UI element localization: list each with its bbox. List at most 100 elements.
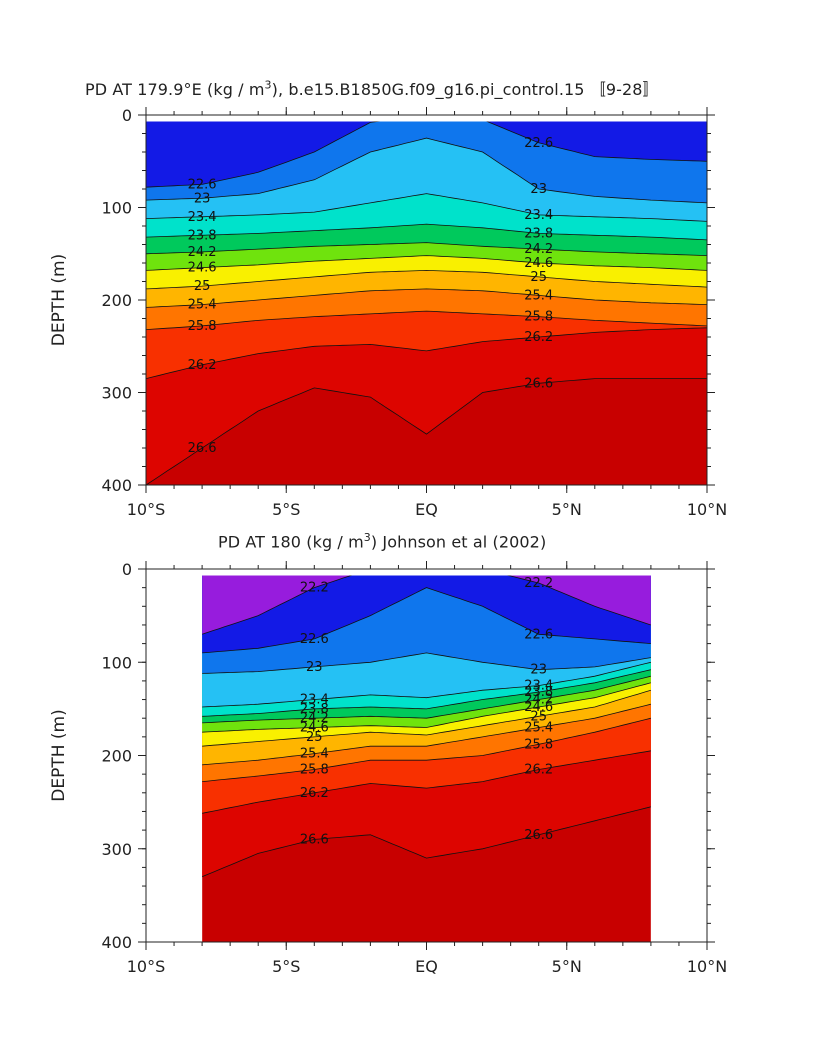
contour-label: 23: [530, 182, 547, 197]
x-tick-label: 5°S: [272, 500, 300, 519]
contour-label: 23: [194, 191, 211, 206]
contour-label: 25: [530, 709, 547, 724]
y-axis-label: DEPTH (m): [49, 254, 69, 346]
contour-line: [202, 806, 651, 878]
x-tick-label: 5°S: [272, 957, 300, 976]
contour-line: [146, 378, 707, 485]
contour-label: 26.6: [524, 376, 553, 391]
contour-label: 25: [530, 270, 547, 285]
x-tick-label: 10°S: [127, 957, 166, 976]
contour-label: 22.6: [300, 632, 329, 647]
contour-label: 25.8: [300, 763, 329, 778]
contour-line: [146, 288, 707, 308]
contour-label: 23.8: [524, 226, 553, 241]
contour-label: 25.4: [300, 747, 329, 762]
contour-line: [202, 669, 651, 717]
contour-label: 23.4: [300, 693, 329, 708]
contour-line: [146, 242, 707, 256]
contour-line: [202, 675, 651, 724]
contour-label: 25.8: [524, 737, 553, 752]
contour-label: 24.6: [300, 721, 329, 736]
y-axis-label: DEPTH (m): [49, 709, 69, 801]
contour-label: 26.2: [524, 763, 553, 778]
contour-fill-area: 26.626.225.825.42524.624.223.823.42322.6…: [202, 575, 651, 942]
x-tick-label: 10°N: [687, 500, 727, 519]
contour-label: 24.2: [300, 711, 329, 726]
contour-label: 23.4: [524, 208, 553, 223]
contour-line: [202, 575, 651, 635]
y-tick-label: 0: [122, 106, 132, 125]
contour-label: 26.6: [524, 828, 553, 843]
contour-label: 26.2: [188, 358, 217, 373]
panel-1: 26.626.225.825.42524.624.223.823.42322.6…: [49, 560, 727, 976]
contour-label: 25.8: [524, 310, 553, 325]
contour-label: 23.4: [524, 679, 553, 694]
contour-line: [146, 193, 707, 222]
y-tick-label: 100: [101, 199, 132, 218]
density-band: [146, 121, 707, 188]
contour-label: 23.8: [300, 702, 329, 717]
contour-label: 25.4: [524, 288, 553, 303]
contour-label: 24.6: [524, 256, 553, 271]
contour-label: 26.2: [300, 786, 329, 801]
chart-title-top: PD AT 179.9°E (kg / m3), b.e15.B1850G.f0…: [85, 78, 659, 99]
contour-label: 25.8: [188, 319, 217, 334]
contour-label: 24.2: [524, 242, 553, 257]
contour-label: 23.8: [188, 228, 217, 243]
contour-line: [202, 682, 651, 733]
contour-label: 23: [530, 663, 547, 678]
contour-line: [202, 750, 651, 814]
y-tick-label: 200: [101, 747, 132, 766]
contour-label: 25: [194, 279, 211, 294]
y-tick-label: 300: [101, 840, 132, 859]
x-tick-label: 10°S: [127, 500, 166, 519]
y-tick-label: 400: [101, 476, 132, 495]
contour-label: 22.2: [300, 581, 329, 596]
contour-label: 25: [306, 730, 323, 745]
contour-line: [202, 661, 651, 708]
y-tick-label: 200: [101, 291, 132, 310]
contour-line: [202, 689, 651, 747]
contour-label: 23: [306, 660, 323, 675]
contour-label: 26.6: [300, 832, 329, 847]
contour-label: 22.6: [524, 627, 553, 642]
contour-label: 25.4: [188, 298, 217, 313]
contour-line: [202, 652, 651, 674]
contour-line: [146, 310, 707, 330]
x-tick-label: EQ: [415, 500, 438, 519]
contour-label: 24.2: [524, 693, 553, 708]
contour-label: 26.2: [524, 330, 553, 345]
y-tick-label: 300: [101, 384, 132, 403]
contour-line: [146, 121, 707, 188]
contour-label: 22.2: [524, 576, 553, 591]
panel-0: 26.626.225.825.42524.624.223.823.42322.6…: [49, 106, 727, 519]
y-tick-label: 0: [122, 560, 132, 579]
y-tick-label: 400: [101, 933, 132, 952]
density-band: [202, 575, 651, 653]
contour-label: 24.2: [188, 245, 217, 260]
density-band: [202, 575, 651, 635]
contour-label: 22.6: [524, 136, 553, 151]
contour-line: [146, 223, 707, 241]
contour-line: [146, 255, 707, 271]
chart-title-bottom: PD AT 180 (kg / m3) Johnson et al (2002): [218, 531, 547, 552]
contour-label: 24.6: [524, 700, 553, 715]
x-tick-label: 10°N: [687, 957, 727, 976]
contour-label: 25.4: [524, 721, 553, 736]
x-tick-label: EQ: [415, 957, 438, 976]
contour-line: [146, 327, 707, 379]
contour-label: 26.6: [188, 441, 217, 456]
contour-fill-area: 26.626.225.825.42524.624.223.823.42322.6…: [146, 121, 707, 485]
y-tick-label: 100: [101, 653, 132, 672]
contour-line: [146, 137, 707, 204]
contour-label: 22.6: [188, 177, 217, 192]
contour-line: [202, 703, 651, 766]
x-tick-label: 5°N: [552, 957, 582, 976]
contour-line: [202, 587, 651, 654]
contour-line: [146, 269, 707, 290]
x-tick-label: 5°N: [552, 500, 582, 519]
contour-label: 24.6: [188, 261, 217, 276]
contour-line: [202, 717, 651, 782]
contour-label: 23.8: [524, 685, 553, 700]
